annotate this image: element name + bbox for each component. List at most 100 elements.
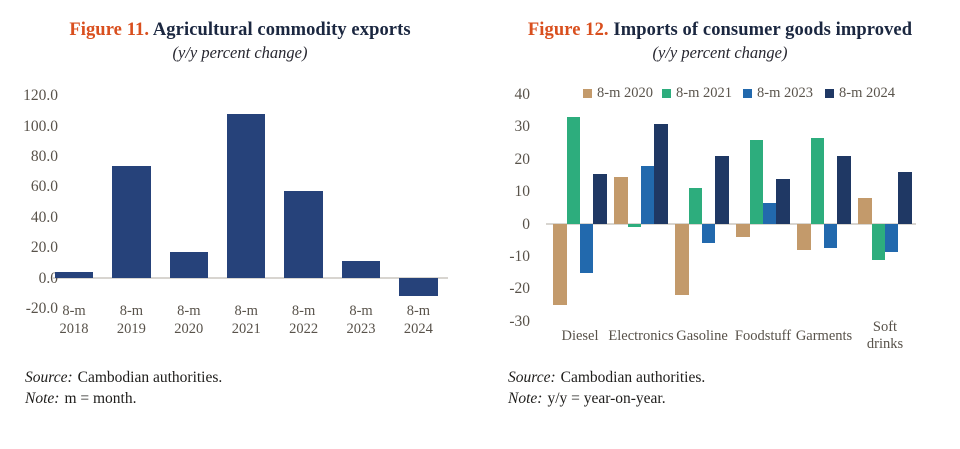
note-text: m = month. — [64, 390, 137, 407]
legend-swatch — [583, 88, 592, 98]
x-category-label: Soft drinks — [866, 319, 904, 352]
figure-12: Figure 12. Imports of consumer goods imp… — [480, 0, 960, 449]
figure-12-legend: 8-m 2020 8-m 2021 8-m 2023 8-m 2024 — [480, 84, 960, 102]
legend-label: 8-m 2023 — [757, 85, 813, 101]
y-tick-label: 0 — [522, 215, 530, 233]
legend-swatch — [825, 88, 834, 98]
x-category-label: 8-m 2018 — [59, 302, 89, 338]
bar — [675, 224, 689, 296]
bar — [688, 188, 702, 224]
bar — [54, 271, 94, 278]
figure-11-subtitle: (y/y percent change) — [172, 43, 308, 62]
y-tick-label: 120.0 — [23, 87, 58, 105]
bar — [341, 261, 381, 278]
bar — [871, 224, 885, 260]
bar — [284, 191, 323, 278]
y-tick-label: 40.0 — [30, 208, 58, 226]
figure-11-note: Note: m = month. — [25, 389, 136, 408]
x-category-label: 8-m 2022 — [289, 302, 319, 338]
figure-11-chart: 120.0 100.0 80.0 60.0 40.0 20.0 0.0 -20.0 8-m 20… — [23, 87, 448, 338]
x-axis-line — [53, 277, 448, 279]
legend-swatch — [662, 88, 671, 98]
figure-12-title-text: Imports of consumer goods improved — [613, 20, 913, 40]
bar — [824, 224, 838, 249]
figure-12-chart: 40 30 20 10 0 -10 -20 -30 Diesel Electronics Gasol… — [480, 0, 960, 449]
y-tick-label: 30 — [514, 118, 531, 136]
bar — [763, 202, 777, 224]
x-axis-line — [546, 223, 916, 225]
bar — [641, 165, 655, 224]
x-category-label: Electronics — [608, 327, 674, 344]
bar — [226, 113, 266, 278]
x-category-label: Diesel — [561, 327, 599, 344]
y-tick-label: 10 — [514, 183, 531, 201]
note-label: Note: — [25, 390, 60, 407]
figure-12-subtitle: (y/y percent change) — [652, 43, 788, 62]
figure-12-label: Figure 12. — [527, 20, 609, 40]
y-tick-label: 0.0 — [38, 269, 58, 287]
legend-swatch — [743, 88, 752, 98]
x-category-label: 8-m 2019 — [116, 302, 146, 338]
bar — [702, 224, 716, 244]
legend-item: 8-m 2023 — [743, 84, 813, 102]
bar — [749, 139, 763, 224]
figure-11-source: Source: Cambodian authorities. — [25, 368, 222, 387]
figure-11-title: Figure 11. Agricultural commodity export… — [0, 19, 480, 42]
y-tick-label: 20 — [514, 150, 531, 168]
bar — [810, 138, 824, 224]
figure-12-title: Figure 12. Imports of consumer goods imp… — [480, 19, 960, 42]
bar — [837, 155, 851, 224]
figure-12-note: Note: y/y = year-on-year. — [508, 389, 666, 408]
bar — [715, 155, 729, 224]
bar — [858, 198, 872, 224]
source-text: Cambodian authorities. — [77, 369, 223, 386]
note-text: y/y = year-on-year. — [547, 390, 666, 407]
legend-label: 8-m 2021 — [676, 85, 732, 101]
bar — [580, 224, 594, 273]
x-category-label: Garments — [795, 327, 853, 344]
legend-item: 8-m 2021 — [662, 84, 732, 102]
y-tick-label: 60.0 — [30, 178, 58, 196]
y-tick-label: 100.0 — [23, 117, 58, 135]
x-category-label: 8-m 2024 — [403, 302, 433, 338]
bar — [776, 178, 790, 224]
x-category-label: 8-m 2023 — [346, 302, 376, 338]
source-label: Source: — [25, 369, 73, 386]
bar — [654, 123, 668, 224]
legend-item: 8-m 2024 — [825, 84, 895, 102]
bar — [566, 117, 580, 224]
y-tick-label: -20.0 — [25, 299, 58, 317]
bar — [736, 224, 750, 237]
bar — [797, 224, 811, 250]
figure-11-label: Figure 11. — [69, 20, 150, 40]
source-text: Cambodian authorities. — [560, 369, 706, 386]
bar — [169, 252, 209, 278]
legend-item: 8-m 2020 — [583, 84, 653, 102]
y-tick-label: 80.0 — [30, 147, 58, 165]
bar — [553, 224, 567, 305]
bar — [593, 173, 607, 224]
legend-label: 8-m 2020 — [597, 85, 653, 101]
x-category-label: 8-m 2021 — [231, 302, 261, 338]
bar — [898, 172, 912, 224]
source-label: Source: — [508, 369, 556, 386]
y-tick-label: -20 — [509, 280, 530, 298]
figure-11-title-text: Agricultural commodity exports — [152, 20, 411, 40]
x-category-label: Foodstuff — [734, 327, 792, 344]
y-tick-label: -10 — [509, 247, 530, 265]
legend-label: 8-m 2024 — [839, 85, 895, 101]
x-category-label: Gasoline — [676, 327, 728, 344]
bar — [614, 177, 628, 224]
figure-11: Figure 11. Agricultural commodity export… — [0, 19, 480, 408]
figure-12-source: Source: Cambodian authorities. — [508, 368, 705, 387]
y-tick-label: 40 — [514, 85, 531, 103]
bar — [112, 165, 151, 278]
y-tick-label: 20.0 — [30, 239, 58, 257]
bar — [885, 224, 899, 252]
x-category-label: 8-m 2020 — [174, 302, 204, 338]
bar — [627, 224, 641, 228]
bar — [399, 278, 438, 297]
y-tick-label: -30 — [509, 312, 530, 330]
note-label: Note: — [508, 390, 543, 407]
